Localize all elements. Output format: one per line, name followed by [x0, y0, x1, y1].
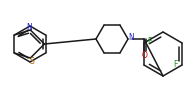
Text: N: N: [27, 22, 32, 31]
Text: F: F: [147, 37, 151, 46]
Text: O: O: [142, 50, 148, 59]
Text: S: S: [29, 58, 34, 67]
Text: F: F: [173, 59, 177, 69]
Text: N: N: [128, 33, 134, 42]
